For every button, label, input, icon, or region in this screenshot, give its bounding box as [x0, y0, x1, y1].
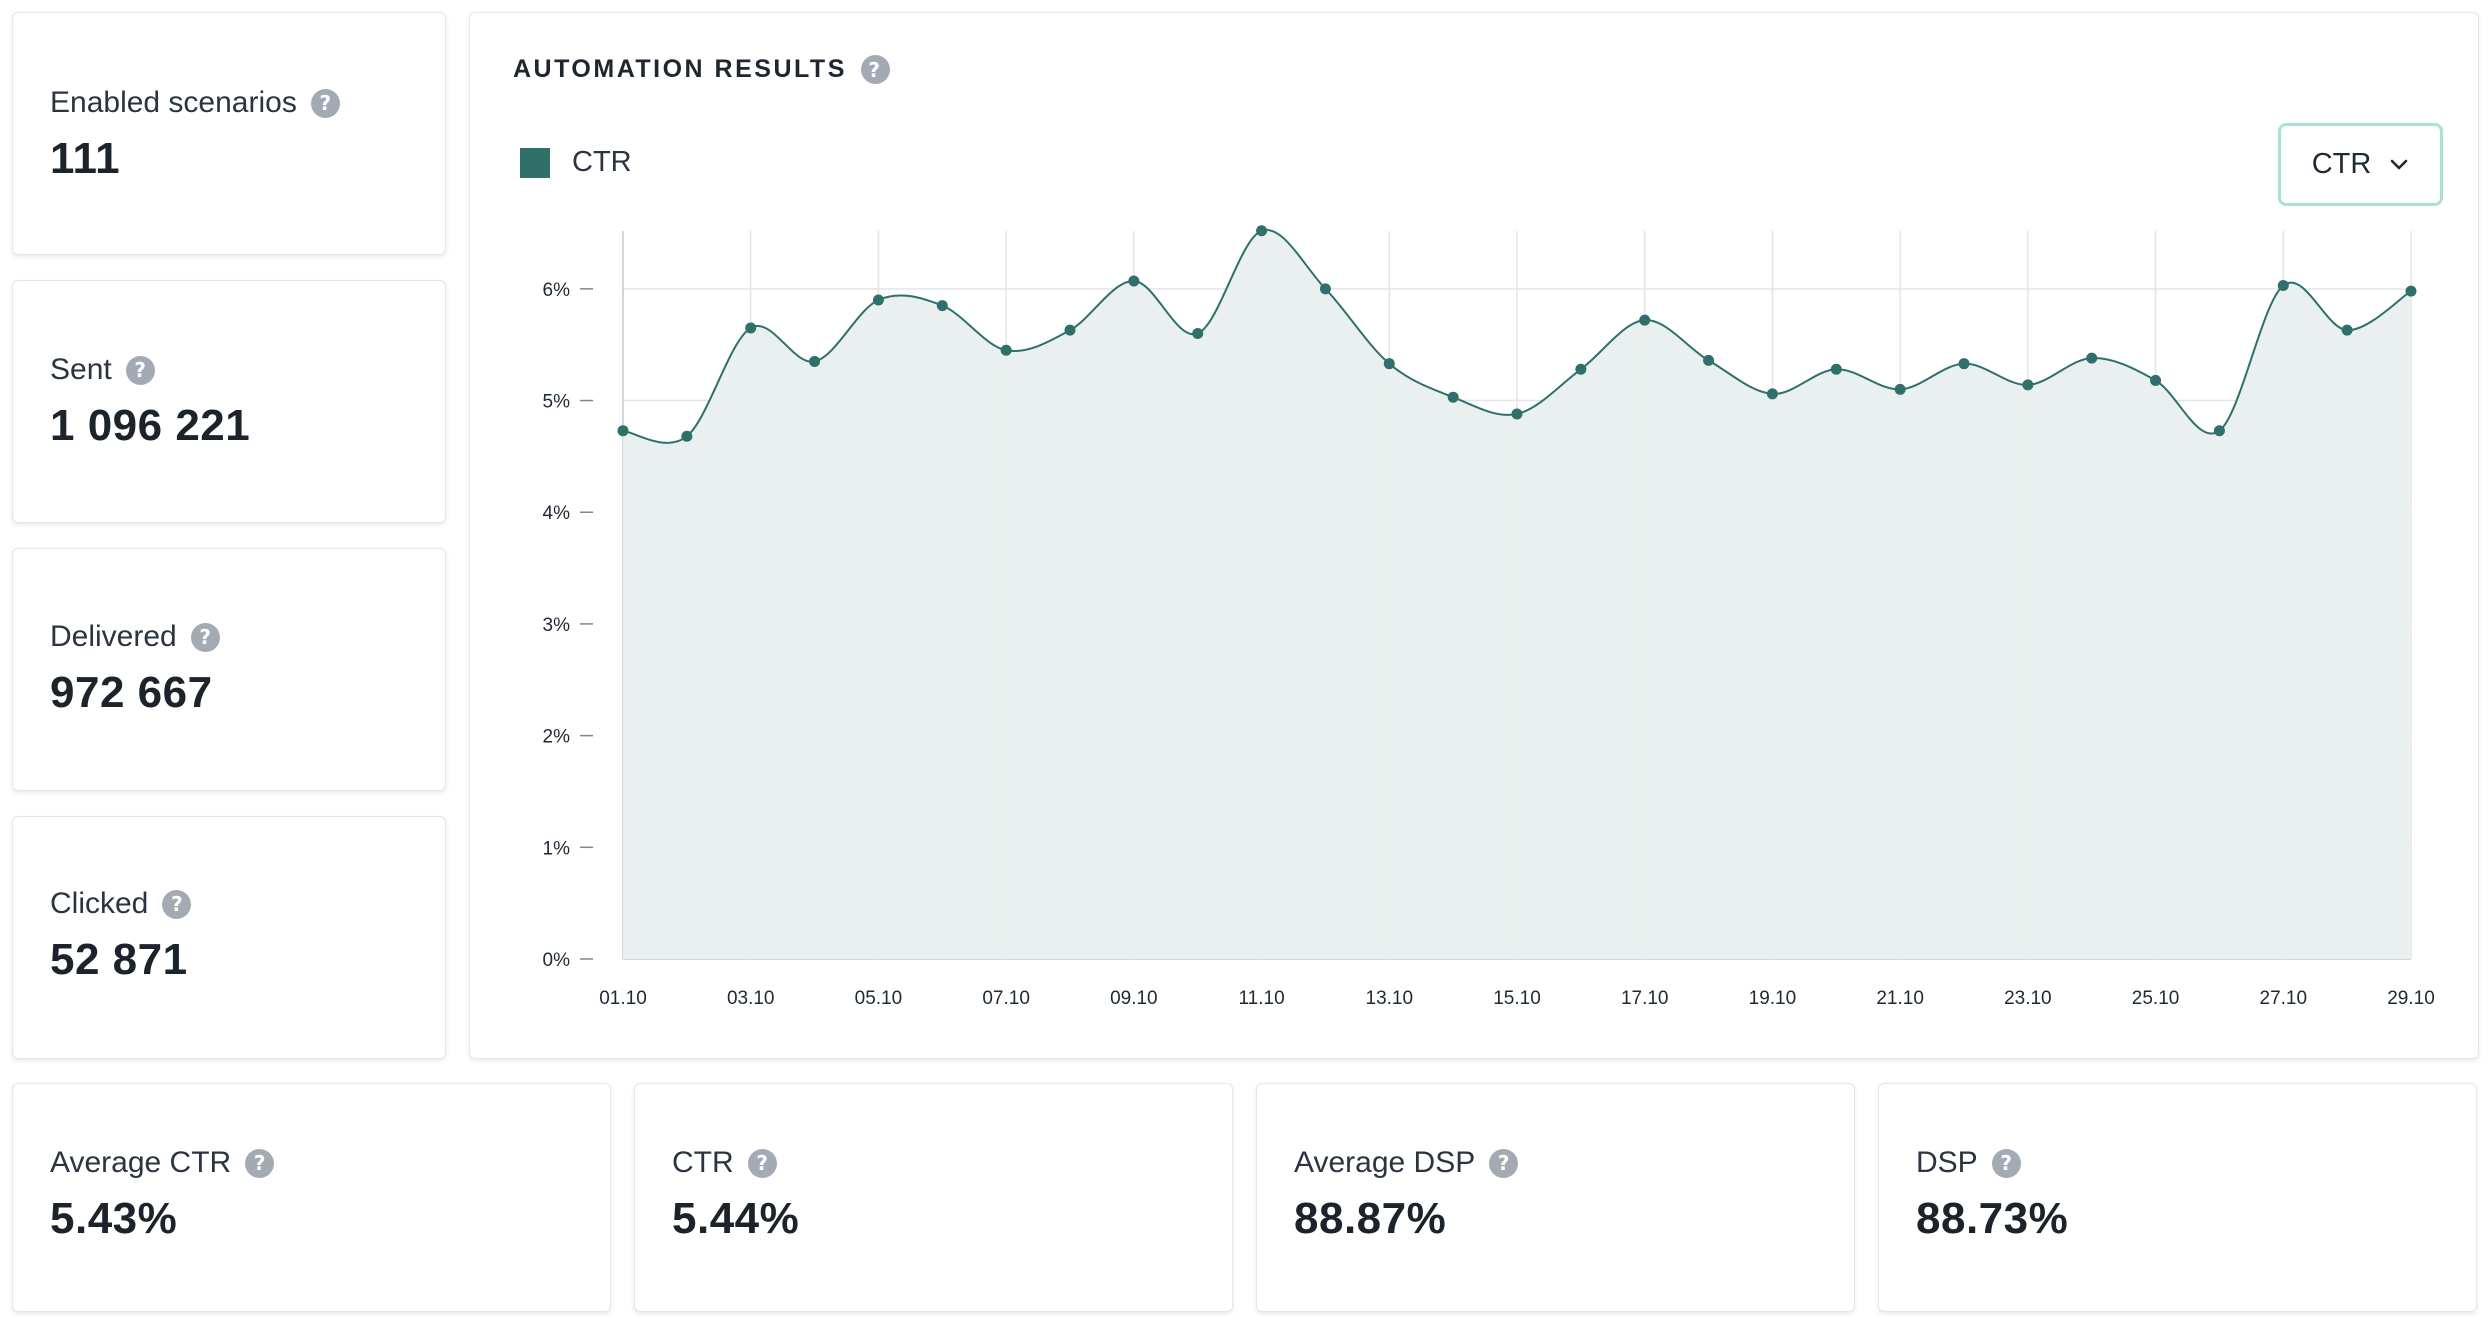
- help-icon[interactable]: ?: [747, 1148, 777, 1178]
- stat-card-clicked: Clicked ? 52 871: [12, 816, 446, 1059]
- data-point: [1064, 324, 1076, 336]
- data-point: [936, 300, 948, 312]
- help-icon[interactable]: ?: [1991, 1148, 2021, 1178]
- y-tick-label: 2%: [543, 727, 571, 748]
- x-tick-label: 11.10: [1239, 988, 1285, 1009]
- x-tick-label: 09.10: [1110, 988, 1158, 1009]
- stat-card-delivered: Delivered ? 972 667: [12, 548, 446, 791]
- data-point: [1511, 408, 1523, 420]
- automation-results-panel: AUTOMATION RESULTS ? CTR CTR 0% 1% 2% 3% 4% 5…: [469, 12, 2479, 1059]
- stat-value: 972 667: [50, 668, 213, 717]
- data-point: [2022, 379, 2034, 391]
- data-point: [1830, 363, 1842, 375]
- stat-card-ctr: CTR ? 5.44%: [634, 1083, 1233, 1312]
- x-tick-label: 29.10: [2387, 988, 2435, 1009]
- stat-label: DSP: [1916, 1146, 1978, 1179]
- data-point: [1128, 275, 1140, 287]
- help-icon[interactable]: ?: [310, 88, 340, 118]
- y-tick-label: 1%: [543, 838, 571, 859]
- data-point: [1256, 225, 1268, 237]
- data-point: [2086, 352, 2098, 364]
- data-point: [1447, 391, 1459, 403]
- data-point: [2405, 285, 2417, 297]
- data-point: [681, 430, 693, 442]
- stat-value: 88.87%: [1294, 1194, 1447, 1243]
- data-point: [1383, 358, 1395, 370]
- stat-label: Enabled scenarios: [50, 86, 297, 119]
- data-point: [1703, 354, 1715, 366]
- x-tick-label: 27.10: [2260, 988, 2308, 1009]
- stat-value: 52 871: [50, 935, 188, 984]
- data-point: [2150, 374, 2162, 386]
- data-point: [1894, 383, 1906, 395]
- y-tick-label: 4%: [543, 503, 571, 524]
- stat-value: 111: [50, 134, 121, 183]
- data-point: [2213, 425, 2225, 437]
- y-tick-label: 5%: [543, 392, 571, 413]
- stat-card-average-ctr: Average CTR ? 5.43%: [12, 1083, 611, 1312]
- stat-value: 5.43%: [50, 1194, 178, 1243]
- data-point: [1319, 283, 1331, 295]
- x-tick-label: 19.10: [1749, 988, 1797, 1009]
- y-tick-label: 6%: [543, 280, 571, 301]
- help-icon[interactable]: ?: [190, 622, 220, 652]
- stat-card-average-dsp: Average DSP ? 88.87%: [1256, 1083, 1855, 1312]
- stat-value: 5.44%: [672, 1194, 800, 1243]
- ctr-area-chart: 0% 1% 2% 3% 4% 5% 6% 01.10 03.10 05.10 07.10 09.10 1…: [543, 225, 2435, 1009]
- stat-value: 1 096 221: [50, 401, 251, 450]
- x-tick-label: 07.10: [982, 988, 1030, 1009]
- data-point: [2341, 324, 2353, 336]
- help-icon[interactable]: ?: [860, 55, 890, 84]
- chart-legend: CTR: [520, 146, 632, 179]
- chevron-down-icon: [2390, 159, 2408, 169]
- stat-card-sent: Sent ? 1 096 221: [12, 280, 446, 523]
- x-tick-label: 21.10: [1876, 988, 1924, 1009]
- data-point: [1000, 344, 1012, 356]
- data-point: [745, 322, 757, 334]
- x-tick-label: 05.10: [855, 988, 903, 1009]
- data-point: [1766, 388, 1778, 400]
- x-tick-label: 13.10: [1366, 988, 1414, 1009]
- stat-label: Average CTR: [50, 1146, 232, 1179]
- stat-label: Average DSP: [1294, 1146, 1476, 1179]
- metric-select[interactable]: CTR: [2278, 123, 2443, 206]
- data-point: [1958, 358, 1970, 370]
- legend-swatch: [520, 147, 550, 178]
- stat-label: CTR: [672, 1146, 734, 1179]
- help-icon[interactable]: ?: [125, 355, 155, 385]
- stat-label: Clicked: [50, 887, 149, 920]
- legend-label: CTR: [572, 146, 632, 178]
- stat-label: Sent: [50, 353, 112, 386]
- metric-select-value: CTR: [2311, 148, 2372, 180]
- chart-title: AUTOMATION RESULTS: [513, 55, 847, 83]
- data-point: [617, 425, 629, 437]
- data-point: [1192, 328, 1204, 340]
- series-line: [622, 228, 2412, 444]
- y-tick-label: 3%: [543, 615, 571, 636]
- data-point: [872, 294, 884, 306]
- x-tick-label: 15.10: [1493, 988, 1541, 1009]
- data-point: [1575, 363, 1587, 375]
- stat-card-dsp: DSP ? 88.73%: [1878, 1083, 2477, 1312]
- help-icon[interactable]: ?: [162, 889, 192, 919]
- data-point: [1639, 314, 1651, 326]
- stat-value: 88.73%: [1916, 1194, 2069, 1243]
- stat-label: Delivered: [50, 620, 177, 653]
- help-icon[interactable]: ?: [245, 1148, 275, 1178]
- series-area: [623, 229, 2411, 959]
- x-tick-label: 23.10: [2004, 988, 2052, 1009]
- help-icon[interactable]: ?: [1489, 1148, 1519, 1178]
- x-tick-label: 01.10: [599, 988, 647, 1009]
- y-tick-label: 0%: [543, 950, 571, 971]
- data-point: [809, 355, 821, 367]
- x-tick-label: 03.10: [727, 988, 775, 1009]
- data-point: [2277, 279, 2289, 291]
- x-tick-label: 25.10: [2132, 988, 2180, 1009]
- stat-card-enabled-scenarios: Enabled scenarios ? 111: [12, 12, 446, 255]
- x-tick-label: 17.10: [1621, 988, 1669, 1009]
